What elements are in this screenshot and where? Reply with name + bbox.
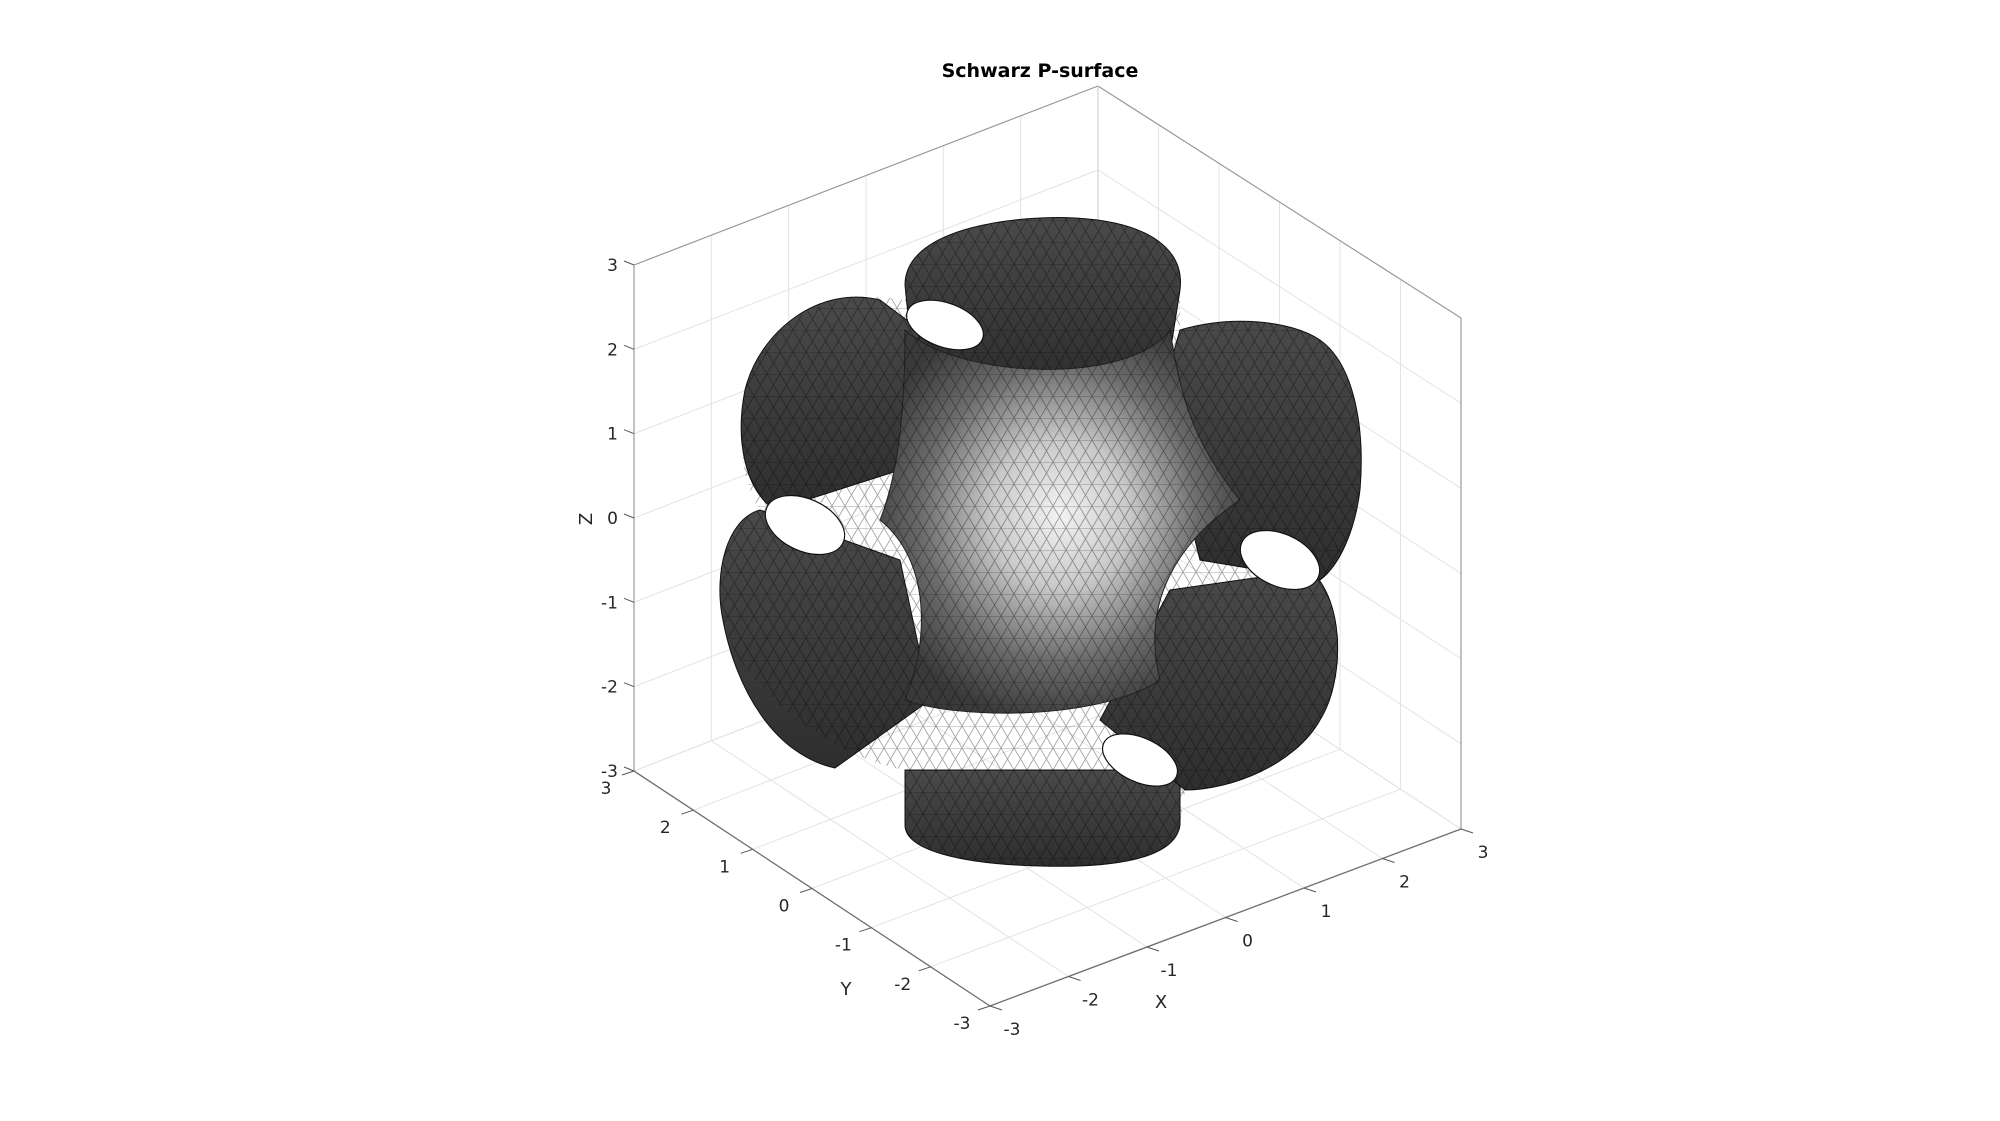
x-tick-label: 3 [1478,843,1489,863]
y-tick-label: -2 [894,975,911,995]
x-tick [1303,887,1317,893]
y-tick [859,927,872,933]
surface-opening-right [1239,529,1321,591]
z-axis-label: Z [576,513,597,525]
x-axis-label: X [1155,992,1167,1013]
z-tick-label: -3 [601,762,618,782]
y-tick-label: -3 [954,1014,971,1034]
z-tick-label: 0 [607,509,618,529]
x-tick-label: -3 [1004,1020,1021,1040]
z-tick [623,344,635,350]
y-tick [799,888,813,893]
y-tick [621,770,635,776]
y-tick-label: -1 [835,936,852,956]
x-tick [1460,828,1474,834]
z-tick-label: -1 [601,593,618,613]
z-tick [623,260,635,266]
y-tick-label: 1 [719,857,730,877]
y-tick [681,809,694,815]
x-tick [989,1005,1003,1011]
y-axis: -3 -2 -1 0 1 2 3 [601,770,991,1034]
z-tick [623,513,635,519]
z-tick [623,766,635,772]
box-edge [633,85,1099,266]
x-tick [1225,917,1238,922]
z-tick [623,429,635,435]
x-tick-label: -1 [1161,961,1178,981]
z-axis: -3 -2 -1 0 1 2 3 [601,256,635,782]
surface-opening-lower-right [1101,733,1179,787]
y-tick-label: 3 [601,779,612,799]
z-tick [623,597,635,603]
z-tick-label: 3 [607,256,618,276]
x-tick [1146,946,1160,952]
surface-opening-upper-left [906,299,984,351]
x-tick-label: 0 [1242,932,1253,952]
z-tick [623,682,635,688]
y-tick [977,1005,991,1011]
z-tick-label: 2 [607,340,618,360]
y-axis-label: Y [840,979,853,1000]
z-tick-label: 1 [607,425,618,445]
box-edge [1097,85,1462,319]
z-tick-label: -2 [601,678,618,698]
schwarz-p-surface [719,217,1362,867]
x-axis: -3 -2 -1 0 1 2 3 [989,828,1489,1040]
x-tick-label: 2 [1399,873,1410,893]
y-tick-label: 2 [660,818,671,838]
y-tick [918,966,931,972]
surface-opening-left [764,494,846,556]
chart-title: Schwarz P-surface [942,60,1139,82]
x-tick [1068,976,1081,981]
x-tick [1382,858,1395,863]
x-tick-label: -2 [1082,991,1099,1011]
y-tick-label: 0 [779,897,790,917]
y-tick [740,848,753,854]
x-tick-label: 1 [1321,902,1332,922]
